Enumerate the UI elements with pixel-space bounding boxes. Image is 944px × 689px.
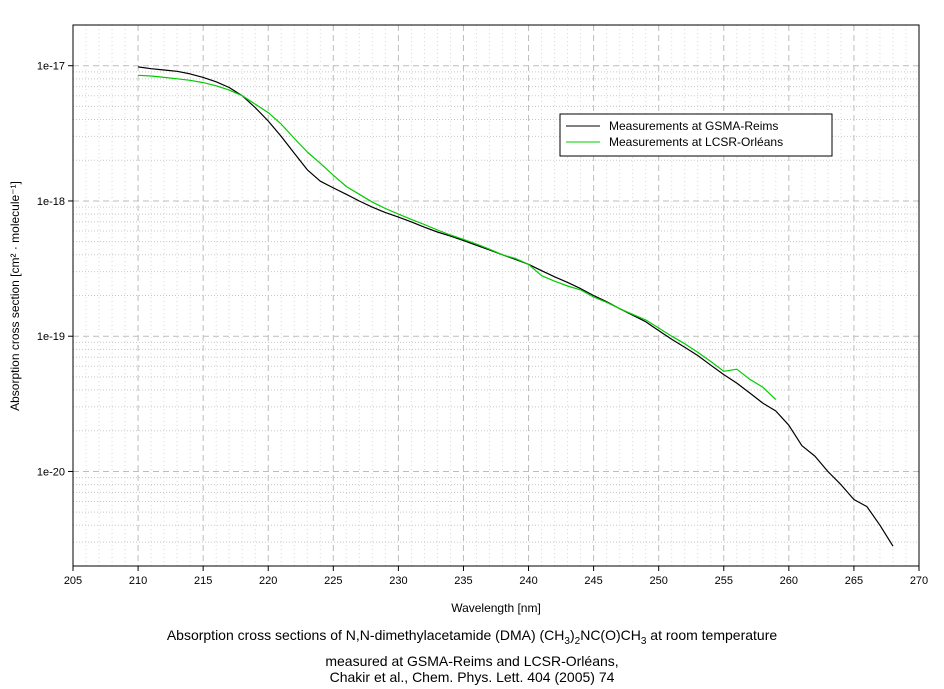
x-tick-label: 245 <box>584 575 602 587</box>
caption-line-1: Absorption cross sections of N,N-dimethy… <box>166 627 778 647</box>
x-tick-label: 225 <box>324 575 342 587</box>
legend-box <box>559 113 833 157</box>
x-tick-label: 230 <box>389 575 407 587</box>
x-tick-label: 255 <box>715 575 733 587</box>
plot-frame <box>72 24 920 567</box>
x-tick-label: 260 <box>780 575 798 587</box>
x-axis-label: Wavelength [nm] <box>451 601 541 615</box>
series-layer <box>138 66 894 547</box>
y-tick-label: 1e-20 <box>37 466 65 478</box>
x-tick-label: 265 <box>845 575 863 587</box>
x-tick-label: 215 <box>194 575 212 587</box>
x-tick-label: 270 <box>910 575 928 587</box>
y-axis-ticks: 1e-17 1e-18 1e-19 1e-20 <box>37 61 73 478</box>
x-tick-label: 235 <box>454 575 472 587</box>
series-line-0 <box>138 66 894 547</box>
x-axis-ticks: 205 210 215 220 225 230 235 240 245 250 255 260 265 2… <box>64 566 928 587</box>
chart: 205 210 215 220 225 230 235 240 245 250 255 260 265 2… <box>8 24 928 615</box>
caption-line-2: measured at GSMA-Reims and LCSR-Orléans, <box>325 653 619 669</box>
x-tick-label: 250 <box>650 575 668 587</box>
x-tick-label: 220 <box>259 575 277 587</box>
major-gridlines <box>73 25 919 566</box>
y-axis-label: Absorption cross section [cm² · molecule… <box>8 181 22 411</box>
y-tick-label: 1e-19 <box>37 331 65 343</box>
y-tick-label: 1e-17 <box>37 61 65 73</box>
legend-label-lcsr: Measurements at LCSR-Orléans <box>609 135 783 149</box>
x-tick-label: 210 <box>129 575 147 587</box>
legend: Measurements at GSMA-Reims Measurements … <box>559 113 833 157</box>
caption-line-3: Chakir et al., Chem. Phys. Lett. 404 (20… <box>329 669 615 685</box>
series-line-1 <box>138 74 777 401</box>
y-tick-label: 1e-18 <box>37 196 65 208</box>
legend-label-gsma: Measurements at GSMA-Reims <box>609 119 778 133</box>
x-tick-label: 205 <box>64 575 82 587</box>
x-tick-label: 240 <box>519 575 537 587</box>
